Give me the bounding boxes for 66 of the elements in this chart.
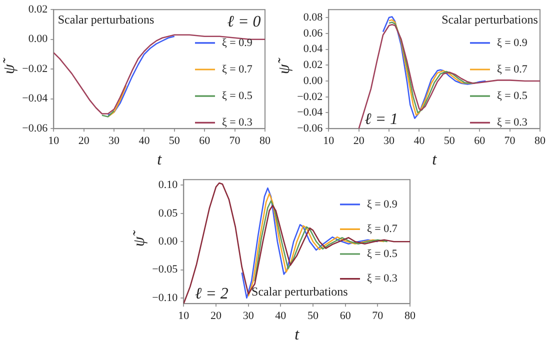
y-tick-label: −0.04	[22, 92, 48, 105]
x-tick-label: 30	[384, 135, 396, 148]
y-tick-label: −0.10	[152, 292, 178, 304]
legend-label: ξ = 0.5	[222, 90, 253, 102]
y-tick-label: 0.02	[28, 3, 48, 16]
annotation: ℓ = 1	[364, 111, 398, 128]
legend-label: ξ = 0.5	[497, 90, 528, 102]
y-tick-label: 0.06	[303, 27, 324, 40]
x-tick-label: 60	[340, 310, 352, 322]
x-tick-label: 80	[534, 135, 546, 148]
legend-label: ξ = 0.7	[222, 63, 253, 76]
y-tick-label: −0.02	[297, 90, 323, 103]
x-tick-label: 20	[210, 310, 222, 322]
x-axis-title: t	[432, 152, 438, 169]
x-tick-label: 60	[199, 135, 211, 148]
x-tick-label: 80	[260, 135, 271, 148]
x-tick-label: 30	[108, 135, 120, 148]
x-tick-label: 40	[414, 135, 426, 148]
y-tick-label: −0.06	[22, 122, 48, 134]
y-tick-label: 0.02	[303, 59, 323, 72]
y-tick-label: 0.08	[303, 11, 324, 24]
legend-label: ξ = 0.3	[497, 116, 528, 129]
legend-label: ξ = 0.7	[497, 63, 528, 76]
annotation: Scalar perturbations	[252, 284, 348, 298]
y-tick-label: 0.00	[303, 74, 324, 87]
annotation: ℓ = 0	[227, 14, 261, 31]
x-tick-label: 10	[178, 310, 190, 322]
y-axis-title: ψ̃	[276, 57, 293, 74]
legend-label: ξ = 0.3	[222, 116, 253, 129]
annotation: ℓ = 2	[194, 285, 228, 302]
x-axis-title: t	[157, 152, 162, 169]
x-tick-label: 70	[372, 310, 384, 322]
y-tick-label: 0.10	[158, 179, 178, 192]
y-tick-label: −0.04	[297, 106, 324, 119]
annotation: Scalar perturbations	[58, 12, 155, 27]
legend-label: ξ = 0.9	[222, 36, 253, 49]
x-tick-label: 40	[138, 135, 150, 148]
x-tick-label: 20	[353, 135, 365, 148]
y-axis-title: ψ̃	[0, 57, 18, 74]
x-tick-label: 10	[323, 135, 335, 148]
y-tick-label: 0.00	[28, 33, 48, 46]
x-axis-title: t	[294, 326, 300, 344]
x-tick-label: 50	[168, 135, 180, 148]
y-tick-label: −0.02	[22, 62, 48, 75]
x-tick-label: 70	[504, 135, 516, 148]
x-tick-label: 30	[242, 310, 254, 322]
y-tick-label: −0.05	[152, 264, 178, 276]
y-tick-label: 0.05	[158, 207, 178, 220]
legend-label: ξ = 0.7	[367, 223, 398, 236]
annotation: Scalar perturbations	[442, 12, 538, 27]
x-tick-label: 20	[78, 135, 90, 148]
legend-label: ξ = 0.9	[497, 36, 528, 49]
legend-label: ξ = 0.5	[367, 248, 398, 260]
y-tick-label: 0.00	[158, 235, 178, 248]
y-tick-label: 0.04	[303, 43, 324, 56]
x-tick-label: 40	[275, 310, 287, 322]
x-tick-label: 80	[404, 310, 416, 322]
y-tick-label: −0.06	[297, 122, 324, 134]
y-axis-title: ψ̃	[130, 230, 148, 247]
legend-label: ξ = 0.3	[367, 272, 398, 285]
x-tick-label: 10	[48, 135, 60, 148]
x-tick-label: 60	[474, 135, 486, 148]
x-tick-label: 70	[229, 135, 241, 148]
legend-label: ξ = 0.9	[367, 198, 398, 210]
x-tick-label: 50	[444, 135, 456, 148]
x-tick-label: 50	[307, 310, 319, 322]
